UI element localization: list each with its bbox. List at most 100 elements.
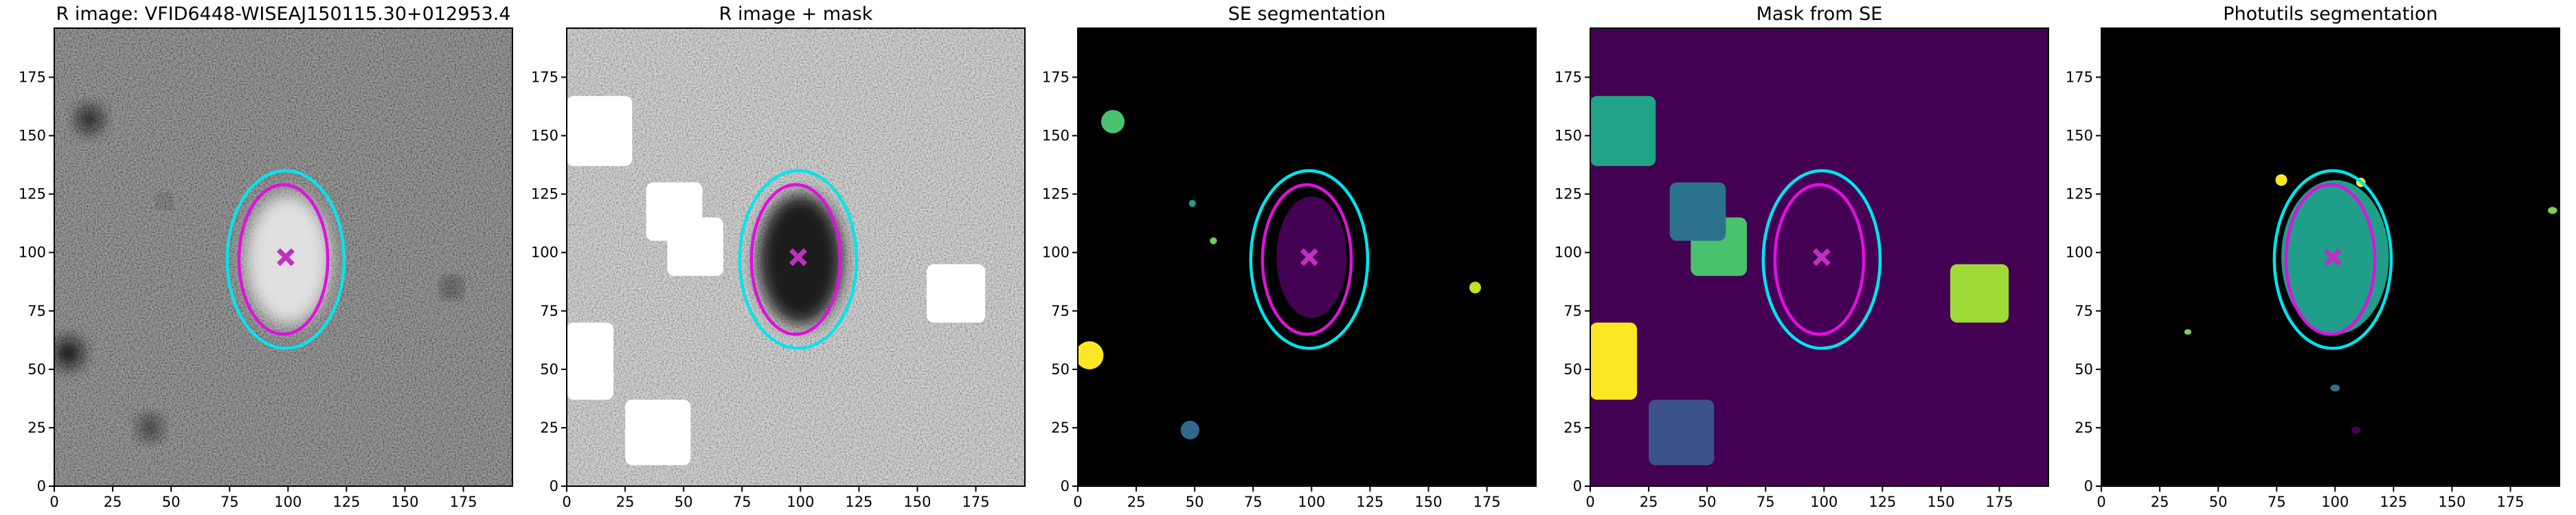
y-tick-label: 50	[1563, 361, 1582, 378]
segment	[140, 418, 160, 437]
axes-frame	[54, 27, 513, 487]
y-tick-label: 100	[531, 244, 558, 261]
x-tick-label: 75	[2268, 494, 2286, 510]
aperture-ellipse	[1249, 169, 1370, 350]
y-tick-label: 0	[550, 478, 558, 494]
y-tick-label: 125	[1555, 186, 1582, 203]
x-tick-label: 125	[332, 494, 360, 510]
y-tick-label: 0	[37, 478, 46, 494]
x-tick-label: 0	[49, 494, 58, 510]
panel: 0 25 50 75 100 125 150 175 0 25 50 75 100 125 150 175 SE…	[1042, 3, 1537, 510]
y-tick-label: 0	[2084, 478, 2093, 494]
x-tick-label: 150	[391, 494, 418, 510]
x-tick-label: 175	[1985, 494, 2013, 510]
aperture-ellipse	[1761, 169, 1882, 350]
y-tick-label: 0	[1061, 478, 1070, 494]
x-tick-label: 0	[1073, 494, 1082, 510]
mask-region	[1590, 322, 1638, 400]
y-tick-label: 25	[2075, 420, 2093, 436]
axes-frame	[2101, 27, 2560, 487]
y-tick-label: 100	[19, 244, 46, 261]
x-tick-label: 75	[1244, 494, 1263, 510]
y-tick-label: 175	[531, 69, 558, 85]
x-tick-label: 0	[1585, 494, 1594, 510]
segment	[2351, 426, 2361, 434]
x-tick-label: 75	[1756, 494, 1775, 510]
x-tick-label: 100	[1810, 494, 1838, 510]
segment	[1101, 110, 1125, 134]
y-tick-label: 150	[1042, 128, 1070, 144]
axes-frame	[566, 27, 1026, 487]
segment	[1469, 282, 1482, 294]
aperture-ellipse	[225, 169, 346, 350]
mask-region	[567, 95, 633, 166]
aperture-ellipse	[738, 169, 859, 350]
y-tick-label: 125	[2066, 186, 2093, 203]
image-area	[1078, 28, 1536, 486]
segment	[1210, 237, 1217, 244]
x-tick-label: 125	[2380, 494, 2407, 510]
segment	[2330, 384, 2340, 392]
y-tick-label: 175	[1555, 69, 1582, 85]
y-tick-label: 125	[19, 186, 46, 203]
x-tick-label: 125	[1356, 494, 1383, 510]
x-tick-label: 25	[104, 494, 122, 510]
y-tick-label: 100	[2066, 244, 2093, 261]
x-tick-label: 50	[2209, 494, 2228, 510]
x-tick-label: 150	[2438, 494, 2465, 510]
segment	[1180, 420, 1199, 439]
y-tick-label: 75	[540, 303, 558, 319]
y-tick-label: 150	[19, 128, 46, 144]
panel: 0 25 50 75 100 125 150 175 0 25 50 75 100 125 150 175 R …	[19, 3, 513, 510]
y-tick-label: 100	[1042, 244, 1070, 261]
x-tick-label: 125	[845, 494, 872, 510]
y-tick-label: 150	[531, 128, 558, 144]
panel-title: SE segmentation	[1228, 3, 1386, 25]
panel: 0 25 50 75 100 125 150 175 0 25 50 75 100 125 150 175 Ph…	[2066, 3, 2560, 510]
segment	[2275, 174, 2287, 186]
segment	[78, 107, 102, 131]
y-tick-label: 0	[1573, 478, 1582, 494]
x-tick-label: 150	[903, 494, 931, 510]
aperture-ellipse	[237, 183, 330, 336]
x-tick-label: 100	[2321, 494, 2349, 510]
y-tick-label: 150	[2066, 128, 2093, 144]
y-tick-label: 25	[1051, 420, 1070, 436]
x-tick-label: 100	[1298, 494, 1325, 510]
x-tick-label: 150	[1927, 494, 1954, 510]
y-tick-label: 75	[27, 303, 46, 319]
y-tick-label: 175	[2066, 69, 2093, 85]
x-tick-label: 175	[1473, 494, 1500, 510]
segment	[1078, 341, 1104, 369]
segment	[2184, 329, 2192, 335]
center-marker	[276, 248, 295, 266]
x-tick-label: 0	[562, 494, 571, 510]
y-tick-label: 175	[19, 69, 46, 85]
x-tick-label: 100	[787, 494, 814, 510]
panel-title: R image: VFID6448-WISEAJ150115.30+012953…	[56, 3, 511, 25]
mask-region	[646, 182, 703, 241]
y-tick-label: 25	[540, 420, 558, 436]
panel: 0 25 50 75 100 125 150 175 0 25 50 75 100 125 150 175 R …	[531, 3, 1026, 510]
y-tick-label: 75	[1051, 303, 1070, 319]
segment	[2547, 207, 2557, 214]
center-marker	[1300, 248, 1318, 266]
x-tick-label: 25	[2151, 494, 2169, 510]
x-tick-label: 125	[1868, 494, 1896, 510]
segment	[54, 339, 82, 367]
y-tick-label: 50	[540, 361, 558, 378]
mask-region	[1590, 95, 1656, 166]
segment	[1188, 200, 1196, 207]
panel-title: R image + mask	[719, 3, 873, 25]
image-area	[2101, 28, 2560, 486]
y-tick-label: 125	[531, 186, 558, 203]
panel-title: Photutils segmentation	[2223, 3, 2438, 25]
x-tick-label: 175	[449, 494, 477, 510]
y-tick-label: 100	[1555, 244, 1582, 261]
y-tick-label: 75	[2075, 303, 2093, 319]
segment	[444, 280, 459, 295]
x-tick-label: 0	[2097, 494, 2105, 510]
image-area	[567, 28, 1025, 486]
center-marker	[2323, 248, 2342, 266]
